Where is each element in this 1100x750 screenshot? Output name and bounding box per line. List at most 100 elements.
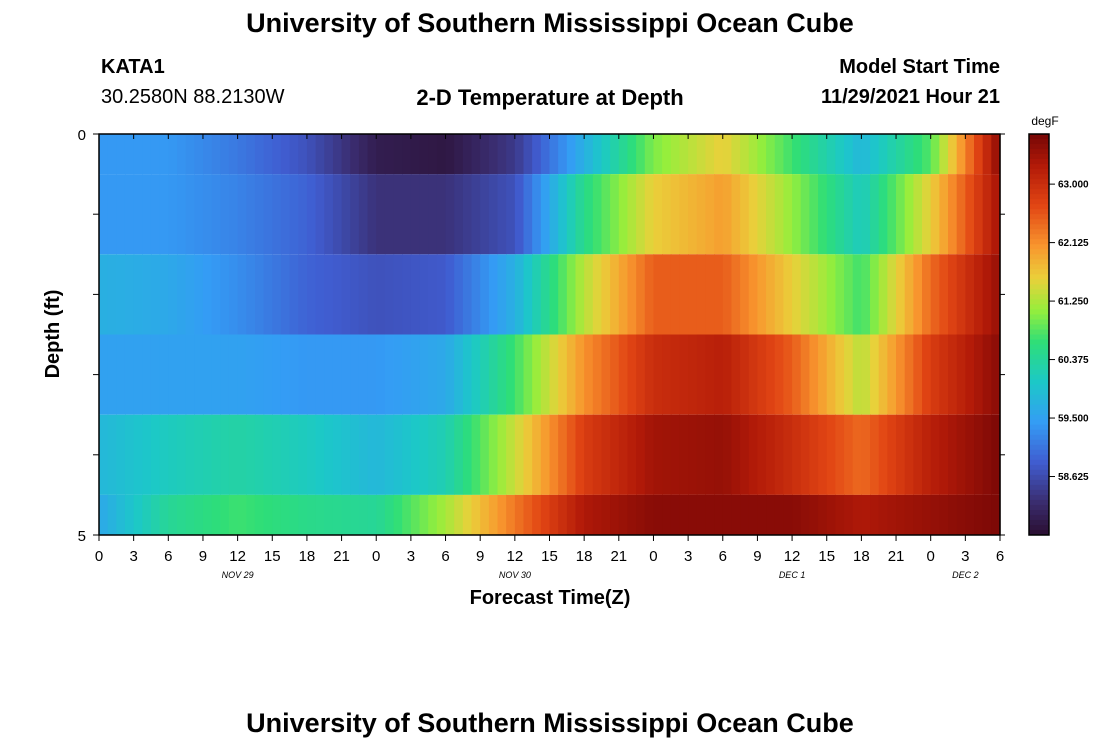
heatmap-cell	[584, 254, 594, 335]
colorbar-segment	[1029, 214, 1049, 220]
heatmap-cell	[211, 494, 221, 535]
heatmap-cell	[272, 334, 282, 415]
heatmap-cell	[991, 334, 1001, 415]
colorbar-segment	[1029, 454, 1049, 461]
heatmap-cell	[740, 254, 750, 335]
heatmap-cell	[410, 414, 421, 495]
heatmap-cell	[740, 334, 750, 415]
heatmap-cell	[436, 174, 447, 255]
heatmap-cell	[202, 494, 213, 535]
heatmap-cell	[376, 254, 386, 335]
heatmap-cell	[696, 414, 707, 495]
heatmap-cell	[748, 134, 759, 175]
heatmap-cell	[402, 334, 412, 415]
heatmap-cell	[506, 494, 516, 535]
colorbar-segment	[1029, 329, 1049, 335]
heatmap-cell	[488, 174, 499, 255]
heatmap-cell	[254, 494, 265, 535]
heatmap-cell	[956, 254, 966, 335]
heatmap-cell	[662, 174, 672, 255]
heatmap-cell	[254, 174, 265, 255]
heatmap-cell	[376, 134, 386, 175]
heatmap-cell	[116, 174, 126, 255]
heatmap-cell	[878, 494, 888, 535]
heatmap-cell	[844, 134, 854, 175]
heatmap-cell	[410, 494, 421, 535]
heatmap-cell	[618, 494, 629, 535]
heatmap-cell	[644, 334, 655, 415]
x-tick-label: 21	[888, 548, 905, 565]
heatmap-cell	[202, 134, 213, 175]
heatmap-cell	[315, 134, 325, 175]
colorbar-segment	[1029, 284, 1049, 290]
heatmap-cell	[774, 254, 785, 335]
heatmap-cell	[514, 254, 525, 335]
colorbar-segment	[1029, 299, 1049, 305]
colorbar-segment	[1029, 519, 1049, 526]
heatmap-cell	[185, 134, 195, 175]
heatmap-cell	[350, 334, 360, 415]
heatmap-cell	[428, 174, 438, 255]
heatmap-cell	[558, 174, 568, 255]
heatmap-cell	[731, 174, 741, 255]
heatmap-cell	[185, 174, 195, 255]
heatmap-cell	[575, 134, 585, 175]
heatmap-cell	[402, 494, 412, 535]
heatmap-cell	[922, 494, 932, 535]
x-tick-label: 6	[719, 548, 727, 565]
heatmap-cell	[289, 414, 299, 495]
heatmap-cell	[272, 134, 282, 175]
heatmap-cell	[263, 494, 273, 535]
heatmap-cell	[939, 334, 949, 415]
heatmap-cell	[497, 494, 507, 535]
heatmap-cell	[462, 334, 473, 415]
colorbar	[1029, 134, 1049, 536]
heatmap-cell	[324, 494, 334, 535]
heatmap-cell	[202, 254, 213, 335]
heatmap-cell	[532, 134, 542, 175]
heatmap-cell	[168, 174, 178, 255]
heatmap-cell	[384, 414, 395, 495]
heatmap-cell	[532, 174, 542, 255]
colorbar-segment	[1029, 319, 1049, 325]
heatmap-cell	[792, 494, 802, 535]
heatmap-cell	[592, 174, 603, 255]
heatmap-cell	[523, 134, 533, 175]
heatmap-cell	[246, 134, 256, 175]
heatmap-cell	[618, 134, 629, 175]
heatmap-cell	[844, 494, 854, 535]
heatmap-cell	[601, 134, 611, 175]
heatmap-cell	[982, 254, 992, 335]
heatmap-cell	[722, 494, 733, 535]
heatmap-cell	[575, 494, 585, 535]
heatmap-cell	[887, 414, 897, 495]
heatmap-cell	[627, 174, 637, 255]
heatmap-cell	[740, 494, 750, 535]
heatmap-cell	[99, 334, 109, 415]
heatmap-cell	[930, 254, 940, 335]
colorbar-segment	[1029, 439, 1049, 446]
x-tick-label: 12	[229, 548, 246, 565]
heatmap-cell	[748, 414, 759, 495]
heatmap-cell	[688, 414, 698, 495]
heatmap-cell	[246, 494, 256, 535]
heatmap-cell	[324, 174, 334, 255]
colorbar-segment	[1029, 524, 1049, 531]
heatmap-cell	[566, 254, 577, 335]
colorbar-tick-label: 60.375	[1058, 355, 1089, 366]
heatmap-cell	[99, 414, 109, 495]
colorbar-segment	[1029, 189, 1049, 195]
heatmap-cell	[220, 334, 230, 415]
heatmap-cell	[220, 494, 230, 535]
heatmap-cell	[436, 254, 447, 335]
colorbar-segment	[1029, 444, 1049, 451]
heatmap-cell	[852, 254, 862, 335]
heatmap-cell	[930, 334, 940, 415]
heatmap-cell	[930, 494, 940, 535]
heatmap-cell	[358, 254, 369, 335]
heatmap-cell	[644, 494, 655, 535]
heatmap-cell	[610, 134, 620, 175]
heatmap-cell	[523, 414, 533, 495]
heatmap-cell	[835, 254, 845, 335]
heatmap-cell	[454, 494, 464, 535]
